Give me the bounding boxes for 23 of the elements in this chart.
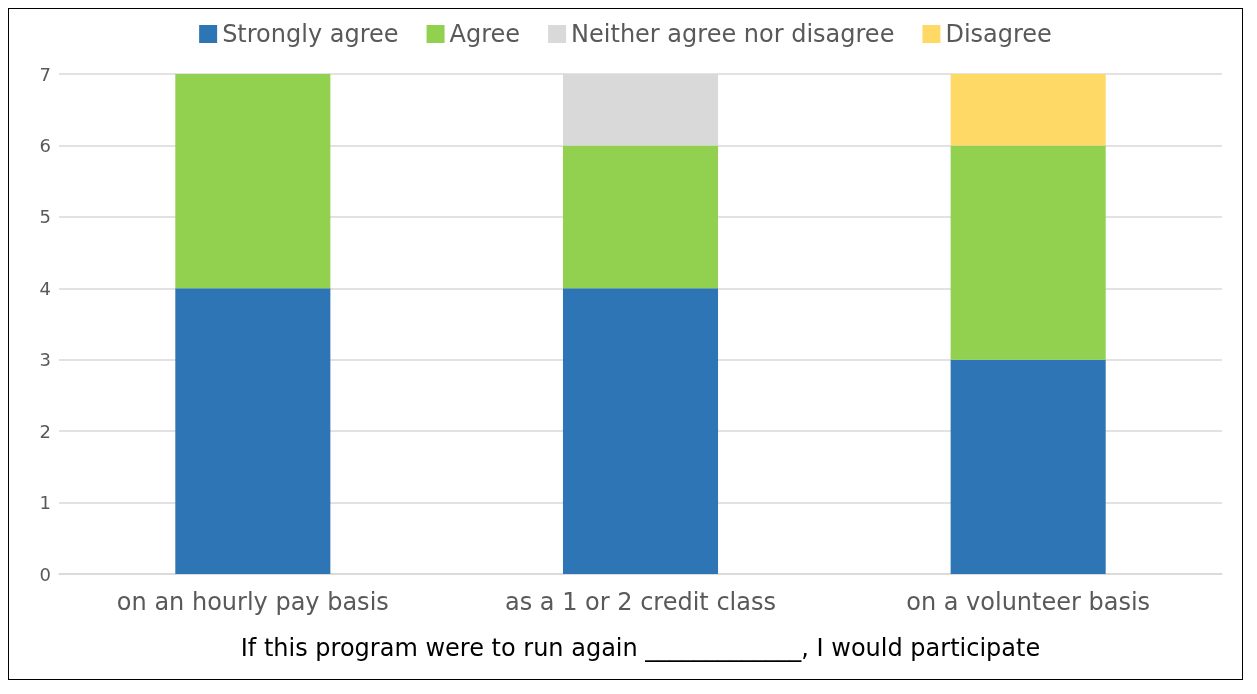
- legend-label: Agree: [449, 20, 521, 48]
- bar: [950, 145, 1106, 360]
- y-tick-label: 4: [39, 277, 51, 299]
- y-tick-label: 1: [39, 492, 51, 514]
- y-tick-label: 3: [39, 349, 51, 371]
- legend-label: Strongly agree: [222, 20, 399, 48]
- y-tick-label: 0: [39, 563, 51, 585]
- x-tick-label: as a 1 or 2 credit class: [505, 588, 776, 616]
- bar: [562, 145, 719, 289]
- y-tick-label: 2: [39, 420, 51, 442]
- x-tick-label: on a volunteer basis: [906, 588, 1151, 616]
- bar: [950, 359, 1106, 574]
- legend-label: Disagree: [945, 20, 1052, 48]
- y-tick-label: 7: [39, 63, 51, 85]
- y-tick-label: 5: [39, 206, 51, 228]
- bar: [950, 74, 1106, 146]
- bar: [175, 288, 331, 574]
- y-tick-label: 6: [39, 134, 51, 156]
- x-axis-title: If this program were to run again _____________, I would participate: [240, 634, 1041, 662]
- x-tick-label: on an hourly pay basis: [116, 588, 389, 616]
- bar: [175, 74, 331, 289]
- legend-label: Neither agree nor disagree: [571, 20, 895, 48]
- bar: [562, 288, 719, 574]
